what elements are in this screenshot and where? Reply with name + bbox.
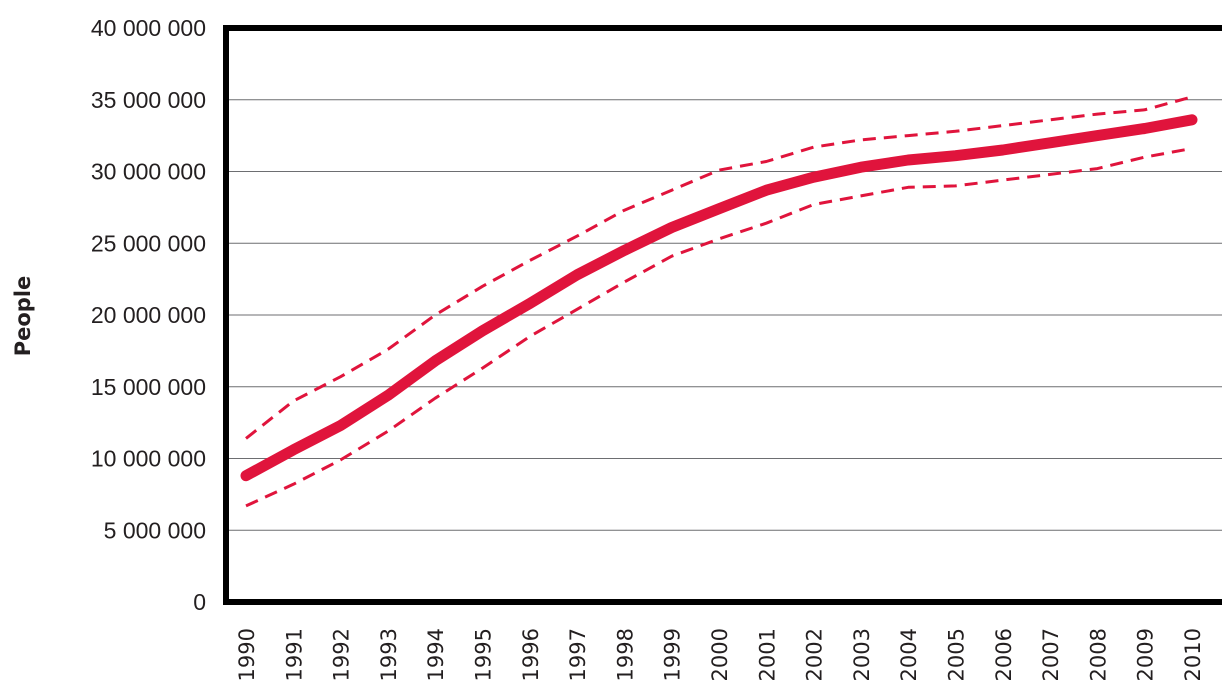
y-axis-ticks: 0 5 000 000 10 000 000 15 000 000 20 000 000… (91, 15, 206, 615)
series-estimate (240, 114, 1198, 482)
x-tick-label: 2009 (1134, 628, 1158, 681)
x-tick-label: 2002 (803, 628, 827, 681)
y-tick-label: 25 000 000 (91, 230, 206, 256)
y-tick-label: 10 000 000 (91, 446, 206, 472)
x-tick-label: 1990 (235, 628, 259, 681)
x-tick-label: 2008 (1086, 628, 1110, 681)
plot-border (223, 25, 1222, 605)
y-tick-label: 15 000 000 (91, 374, 206, 400)
y-tick-label: 20 000 000 (91, 302, 206, 328)
series-lower-bound (245, 147, 1193, 508)
x-tick-label: 1999 (661, 628, 685, 681)
x-tick-label: 2010 (1181, 628, 1205, 681)
plot-frame (223, 25, 1222, 605)
x-tick-label: 1993 (377, 628, 401, 681)
x-tick-label: 1996 (519, 628, 543, 681)
series-upper-bound (245, 95, 1193, 440)
x-tick-label: 1997 (566, 628, 590, 681)
x-tick-label: 2005 (945, 628, 969, 681)
x-tick-label: 1994 (424, 628, 448, 681)
x-tick-label: 2004 (897, 628, 921, 681)
x-tick-label: 1995 (472, 628, 496, 681)
x-tick-label: 2001 (755, 628, 779, 681)
x-axis-ticks: 1990 1991 1992 1993 1994 1995 1996 1997 1998 1999… (235, 628, 1205, 681)
y-tick-label: 40 000 000 (91, 15, 206, 41)
x-tick-label: 2007 (1039, 628, 1063, 681)
x-tick-label: 1991 (282, 628, 306, 681)
series-lines (240, 95, 1198, 508)
gridlines (226, 99, 1222, 531)
y-axis-label: People (11, 276, 35, 357)
x-tick-label: 1992 (330, 628, 354, 681)
x-tick-label: 2000 (708, 628, 732, 681)
y-tick-label: 35 000 000 (91, 87, 206, 113)
y-tick-label: 5 000 000 (104, 517, 206, 543)
y-tick-label: 0 (193, 589, 206, 615)
x-tick-label: 2006 (992, 628, 1016, 681)
x-tick-label: 1998 (613, 628, 637, 681)
x-tick-label: 2003 (850, 628, 874, 681)
y-tick-label: 30 000 000 (91, 159, 206, 185)
